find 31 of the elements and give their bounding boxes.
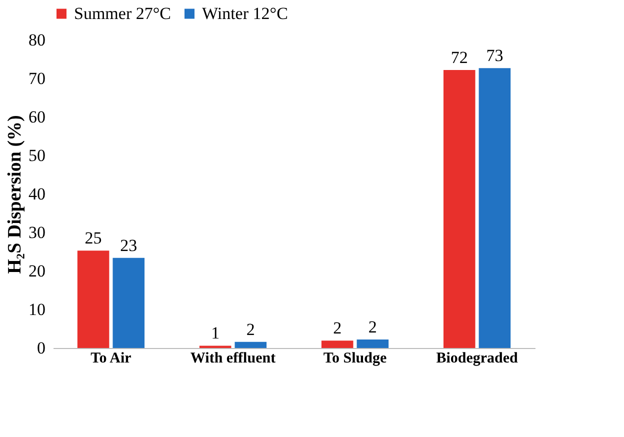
bar	[234, 342, 267, 348]
y-tick-label: 80	[28, 30, 46, 50]
data-label: 2	[333, 318, 342, 338]
x-tick-label: To Sludge	[323, 350, 387, 366]
y-tick-label: 60	[28, 108, 46, 126]
x-tick-label: Biodegraded	[436, 350, 519, 366]
legend-label: Summer 27°C	[74, 4, 171, 23]
data-label: 2	[368, 318, 377, 337]
data-label: 72	[450, 48, 468, 68]
bar	[321, 340, 354, 348]
y-tick-label: 30	[28, 223, 46, 242]
data-label: 73	[486, 46, 504, 66]
data-label: 2	[246, 320, 255, 339]
bar	[478, 68, 511, 348]
y-tick-label: 10	[28, 300, 46, 319]
x-tick-label: With effluent	[190, 350, 276, 366]
y-tick-label: 50	[28, 146, 46, 165]
y-tick-label: 0	[37, 338, 46, 358]
data-label: 23	[120, 236, 138, 255]
bar	[443, 70, 476, 348]
legend-label: Winter 12°C	[202, 4, 288, 23]
y-tick-label: 40	[28, 184, 46, 204]
y-tick-label: 20	[28, 262, 46, 280]
data-label: 1	[211, 324, 220, 343]
x-tick-label: To Air	[90, 350, 132, 366]
y-axis-title: H₂S Dispersion (%)	[4, 115, 26, 274]
y-tick-label: 70	[28, 69, 46, 88]
data-label: 25	[84, 228, 102, 248]
bar	[77, 250, 110, 348]
bar	[356, 340, 389, 348]
bar	[112, 258, 145, 348]
